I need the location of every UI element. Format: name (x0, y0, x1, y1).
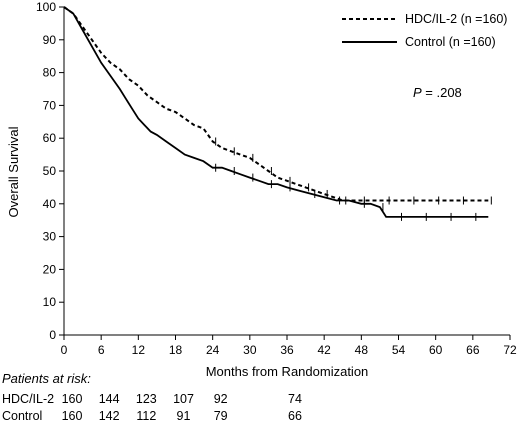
y-tick-label: 40 (43, 197, 57, 211)
y-tick-label: 100 (36, 0, 56, 14)
y-tick-label: 50 (43, 164, 57, 178)
risk-row: HDC/IL-2 160 144 123 107 92 74 (2, 392, 520, 408)
x-tick-label: 30 (243, 343, 257, 357)
x-tick-label: 54 (392, 343, 406, 357)
risk-value: 123 (135, 392, 157, 406)
p-symbol: P (413, 85, 422, 100)
x-axis-label: Months from Randomization (206, 364, 369, 379)
x-tick-label: 18 (169, 343, 183, 357)
risk-value: 91 (176, 409, 191, 423)
p-value-annotation: P = .208 (413, 85, 462, 100)
risk-value: 160 (61, 409, 83, 423)
y-tick-label: 60 (43, 131, 57, 145)
risk-row: Control 160 142 112 91 79 66 (2, 409, 520, 425)
risk-value: 74 (288, 392, 302, 406)
p-value: = .208 (422, 85, 462, 100)
series-line-hdc (63, 6, 489, 202)
x-tick-label: 0 (61, 343, 68, 357)
x-tick-label: 60 (429, 343, 443, 357)
legend-label-hdc: HDC/IL-2 (n =160) (405, 12, 507, 26)
risk-value: 160 (61, 392, 83, 406)
x-tick-label: 48 (355, 343, 369, 357)
x-tick-label: 24 (206, 343, 220, 357)
legend: HDC/IL-2 (n =160) Control (n =160) (342, 12, 507, 49)
y-tick-label: 10 (43, 295, 57, 309)
axes: 0 10 20 30 40 50 60 70 80 90 100 0 6 12 18 24 30 36 42 48 54… (36, 0, 517, 357)
censor-marks (215, 137, 492, 221)
risk-value: 142 (98, 409, 120, 423)
risk-value: 144 (98, 392, 120, 406)
risk-value: 79 (213, 409, 228, 423)
y-tick-label: 70 (43, 98, 57, 112)
x-tick-label: 66 (466, 343, 480, 357)
series-layer (63, 6, 489, 218)
risk-table-title: Patients at risk: (2, 371, 91, 386)
x-tick-label: 12 (132, 343, 146, 357)
series-line-control (63, 6, 489, 218)
risk-value: 92 (213, 392, 228, 406)
risk-value: 112 (136, 409, 157, 423)
y-tick-label: 80 (43, 66, 57, 80)
y-tick-label: 90 (43, 33, 57, 47)
y-tick-label: 20 (43, 262, 57, 276)
y-tick-label: 0 (49, 328, 56, 342)
y-tick-label: 30 (43, 230, 57, 244)
x-tick-label: 72 (503, 343, 517, 357)
y-axis-label: Overall Survival (6, 126, 21, 217)
risk-row-label: Control (2, 409, 43, 423)
legend-label-control: Control (n =160) (405, 35, 496, 49)
risk-value: 66 (288, 409, 302, 423)
x-tick-label: 6 (98, 343, 105, 357)
risk-row-label: HDC/IL-2 (2, 392, 55, 406)
x-tick-label: 42 (317, 343, 331, 357)
x-tick-label: 36 (280, 343, 294, 357)
risk-value: 107 (173, 392, 194, 406)
